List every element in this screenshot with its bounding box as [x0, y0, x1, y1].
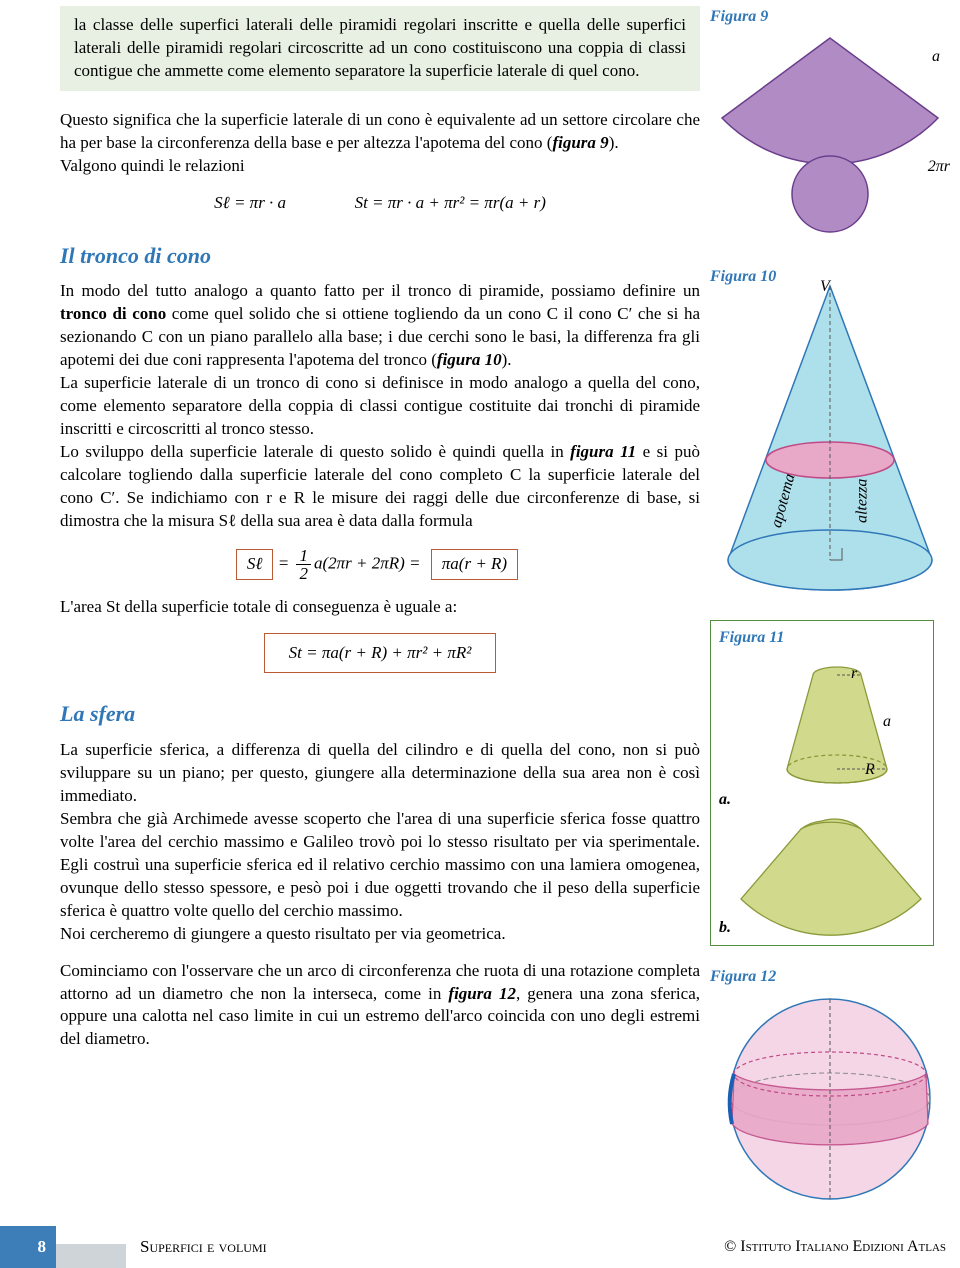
label-2pir: 2πr	[928, 156, 950, 178]
cone-relations: Sℓ = πr · a St = πr · a + πr² = πr(a + r…	[60, 192, 700, 215]
footer-grey-block	[56, 1244, 126, 1268]
footer-publisher: © Istituto Italiano Edizioni Atlas	[724, 1226, 946, 1268]
sphere-para-4: Cominciamo con l'osservare che un arco d…	[60, 960, 700, 1052]
highlight-text: la classe delle superfici laterali delle…	[74, 14, 686, 83]
st-formula: St = πa(r + R) + πr² + πR²	[264, 633, 497, 674]
subhead-sphere: La sfera	[60, 699, 700, 729]
label-a: a	[883, 711, 891, 733]
text: Sembra che già Archimede avesse scoperto…	[60, 808, 700, 923]
text: ).	[609, 133, 619, 152]
figure-11-svg	[711, 649, 933, 939]
text: La superficie laterale di un tronco di c…	[60, 372, 700, 441]
footer: 8 Superfici e volumi © Istituto Italiano…	[0, 1226, 960, 1268]
label-r: r	[851, 663, 857, 685]
page: la classe delle superfici laterali delle…	[0, 0, 960, 1051]
trunk-para: In modo del tutto analogo a quanto fatto…	[60, 280, 700, 532]
sub-a: a.	[719, 789, 731, 811]
formula-sl: Sℓ = 12a(2πr + 2πR) = πa(r + R)	[60, 547, 700, 582]
label-altezza: altezza	[851, 479, 873, 523]
figure-12	[710, 984, 950, 1214]
figref: figura 12	[448, 984, 516, 1003]
sl-result: πa(r + R)	[431, 549, 518, 580]
figure-11-inner: r a R a. b.	[711, 649, 933, 939]
para-cone-lateral: Questo significa che la superficie later…	[60, 109, 700, 178]
den: 2	[296, 565, 311, 582]
footer-chapter-title: Superfici e volumi	[140, 1226, 267, 1268]
figure-9: a 2πr	[710, 26, 950, 236]
highlight-box: la classe delle superfici laterali delle…	[60, 6, 700, 91]
figure-11-label: Figura 11	[719, 627, 933, 649]
mid: a(2πr + 2πR) =	[314, 553, 421, 572]
sub-b: b.	[719, 917, 731, 939]
figure-12-svg	[710, 984, 950, 1214]
figure-11-box: Figura 11 r a R a.	[710, 620, 934, 946]
figure-9-label: Figura 9	[710, 6, 768, 28]
text: La superficie sferica, a differenza di q…	[60, 739, 700, 808]
figure-10-svg	[710, 280, 950, 610]
term: tronco di cono	[60, 304, 166, 323]
formula-st: St = πa(r + R) + πr² + πR²	[60, 633, 700, 674]
figref: figura 11	[570, 442, 636, 461]
figref: figura 9	[552, 133, 608, 152]
text: ).	[502, 350, 512, 369]
label-V: V	[820, 276, 830, 298]
sl-symbol: Sℓ	[236, 549, 274, 580]
main-column: la classe delle superfici laterali delle…	[60, 6, 700, 1051]
trunk-para-4: L'area St della superficie totale di con…	[60, 596, 700, 619]
subhead-truncated-cone: Il tronco di cono	[60, 241, 700, 271]
sphere-para: La superficie sferica, a differenza di q…	[60, 739, 700, 945]
text: Valgono quindi le relazioni	[60, 156, 245, 175]
figure-9-svg	[710, 26, 950, 236]
text: In modo del tutto analogo a quanto fatto…	[60, 281, 700, 300]
num: 1	[296, 547, 311, 565]
relation-st: St = πr · a + πr² = πr(a + r)	[355, 193, 546, 212]
label-R: R	[865, 759, 875, 781]
figure-10: V apotema altezza	[710, 280, 950, 610]
text: Lo sviluppo della superficie laterale di…	[60, 442, 570, 461]
text: Noi cercheremo di giungere a questo risu…	[60, 923, 700, 946]
label-a: a	[932, 46, 940, 68]
footer-page-number: 8	[0, 1226, 56, 1268]
relation-sl: Sℓ = πr · a	[214, 193, 286, 212]
figref: figura 10	[437, 350, 502, 369]
text: L'area St della superficie totale di con…	[60, 596, 700, 619]
